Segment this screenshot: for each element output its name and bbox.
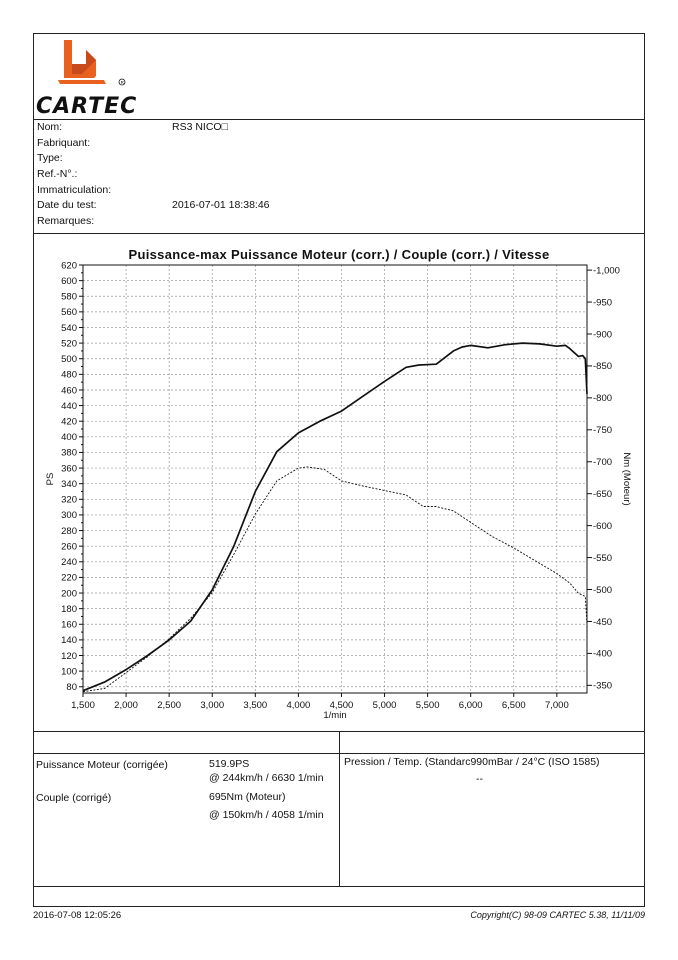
plot-area — [82, 264, 588, 694]
info-row: Fabriquant: — [37, 136, 637, 152]
copyright: Copyright(C) 98-09 CARTEC 5.38, 11/11/09 — [470, 910, 645, 920]
y-tick-label: 620 — [61, 260, 77, 271]
x-tick-label: 6,500 — [502, 700, 526, 711]
chart-title: Puissance-max Puissance Moteur (corr.) /… — [128, 247, 550, 262]
y-right-axis-label: Nm (Moteur) — [621, 452, 632, 505]
y-tick-label: 540 — [61, 323, 77, 334]
info-label: Remarques: — [37, 215, 95, 228]
y-right-tick-label: -700 — [593, 457, 612, 468]
torque-series-line — [82, 466, 588, 693]
report-frame: R CARTEC Nom: RS3 NICO□ Fabriquant: Type:… — [33, 33, 645, 907]
x-axis-label: 1/min — [323, 710, 346, 721]
torque-detail: @ 150km/h / 4058 1/min — [209, 809, 324, 821]
divider — [34, 119, 644, 120]
x-tick-label: 3,000 — [200, 700, 224, 711]
y-tick-label: 480 — [61, 370, 77, 381]
y-tick-label: 340 — [61, 479, 77, 490]
y-tick-label: 240 — [61, 557, 77, 568]
y-tick-label: 260 — [61, 541, 77, 552]
x-tick-label: 4,000 — [286, 700, 310, 711]
divider — [339, 731, 340, 887]
power-series-line — [82, 342, 588, 692]
dyno-chart: 1,500 2,000 2,500 3,000 3,500 4,000 4,500 5,000… — [45, 260, 632, 721]
torque-value: 695Nm (Moteur) — [209, 791, 286, 803]
y-tick-label: 420 — [61, 417, 77, 428]
info-label: Nom: — [37, 121, 63, 133]
x-tick-label: 5,500 — [416, 700, 440, 711]
x-tick-label: 1,500 — [71, 700, 95, 711]
y-tick-label: 440 — [61, 401, 77, 412]
info-row: Date du test: 2016-07-01 18:38:46 — [37, 198, 637, 214]
y-right-tick-label: -1,000 — [593, 265, 620, 276]
y-tick-label: 400 — [61, 432, 77, 443]
divider — [34, 233, 644, 234]
x-tick-label: 6,000 — [459, 700, 483, 711]
x-tick-label: 4,500 — [330, 700, 354, 711]
x-tick-label: 3,500 — [243, 700, 267, 711]
info-value: RS3 NICO□ — [172, 121, 228, 133]
y-right-tick-label: -750 — [593, 425, 612, 436]
y-tick-label: 220 — [61, 573, 77, 584]
info-label: Immatriculation: — [37, 183, 112, 196]
y-tick-label: 140 — [61, 635, 77, 646]
y-tick-label: 360 — [61, 463, 77, 474]
y-tick-label: 380 — [61, 448, 77, 459]
power-label: Puissance Moteur (corrigée) — [36, 759, 168, 771]
pressure-temp: Pression / Temp. (Standarc990mBar / 24°C… — [344, 756, 600, 768]
x-tick-label: 2,500 — [157, 700, 181, 711]
pressure-extra: -- — [476, 773, 483, 785]
y-tick-label: 100 — [61, 666, 77, 677]
y-tick-label: 120 — [61, 651, 77, 662]
y-right-tick-label: -350 — [593, 681, 612, 692]
info-row: Type: — [37, 151, 637, 167]
svg-text:R: R — [121, 80, 125, 85]
y-right-tick-label: -900 — [593, 329, 612, 340]
y-tick-label: 180 — [61, 604, 77, 615]
y-tick-label: 600 — [61, 276, 77, 287]
power-detail: @ 244km/h / 6630 1/min — [209, 772, 324, 784]
divider — [34, 886, 644, 887]
info-value: 2016-07-01 18:38:46 — [172, 199, 270, 212]
y-right-tick-label: -500 — [593, 585, 612, 596]
info-row: Immatriculation: — [37, 183, 637, 199]
y-right-tick-label: -600 — [593, 521, 612, 532]
cartec-logo-icon: R — [58, 40, 126, 86]
vehicle-info: Nom: RS3 NICO□ Fabriquant: Type: Ref.-N°.… — [37, 120, 637, 230]
y-axis-label: PS — [45, 473, 56, 486]
info-row: Remarques: — [37, 214, 637, 230]
y-tick-label: 80 — [66, 682, 77, 693]
y-tick-label: 460 — [61, 385, 77, 396]
y-tick-label: 560 — [61, 307, 77, 318]
y-tick-label: 300 — [61, 510, 77, 521]
power-value: 519.9PS — [209, 758, 250, 770]
y-tick-label: 320 — [61, 495, 77, 506]
info-label: Fabriquant: — [37, 136, 91, 149]
y-right-tick-label: -650 — [593, 489, 612, 500]
y-right-tick-label: -550 — [593, 553, 612, 564]
y-tick-label: 200 — [61, 588, 77, 599]
y-tick-label: 500 — [61, 354, 77, 365]
info-row: Nom: RS3 NICO□ — [37, 120, 637, 136]
y-right-tick-label: -950 — [593, 297, 612, 308]
y-right-tick-label: -850 — [593, 361, 612, 372]
torque-label: Couple (corrigé) — [36, 792, 112, 804]
x-tick-label: 5,000 — [373, 700, 397, 711]
x-tick-label: 7,000 — [545, 700, 569, 711]
info-label: Date du test: — [37, 199, 97, 212]
info-label: Type: — [37, 152, 63, 165]
brand-name: CARTEC — [36, 94, 138, 119]
x-tick-label: 2,000 — [114, 700, 138, 711]
y-right-tick-label: -800 — [593, 393, 612, 404]
y-tick-label: 160 — [61, 620, 77, 631]
info-label: Ref.-N°.: — [37, 168, 78, 181]
y-tick-label: 280 — [61, 526, 77, 537]
y-tick-label: 520 — [61, 338, 77, 349]
y-right-tick-label: -450 — [593, 617, 612, 628]
y-right-tick-label: -400 — [593, 649, 612, 660]
y-tick-label: 580 — [61, 292, 77, 303]
info-row: Ref.-N°.: — [37, 167, 637, 183]
print-date: 2016-07-08 12:05:26 — [33, 910, 122, 921]
